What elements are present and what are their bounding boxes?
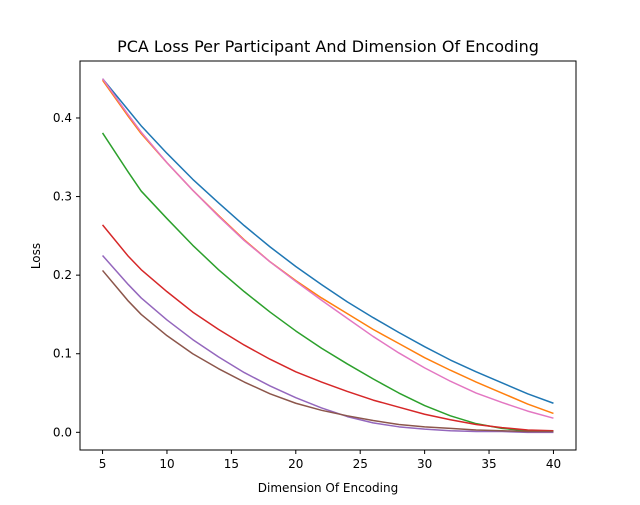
series-line-7 (101, 78, 554, 419)
x-tick-label: 25 (353, 457, 368, 471)
series-line-4 (101, 224, 554, 432)
y-tick-label: 0.0 (53, 425, 72, 439)
series-line-6 (101, 269, 554, 433)
x-axis: 5 10 15 20 25 30 35 40 (99, 450, 561, 471)
y-tick-label: 0.1 (53, 347, 72, 361)
series-line-3 (101, 132, 554, 433)
x-tick-label: 10 (159, 457, 174, 471)
x-tick-label: 20 (288, 457, 303, 471)
y-axis: 0.0 0.1 0.2 0.3 0.4 (53, 111, 80, 439)
x-tick-label: 35 (481, 457, 496, 471)
series-group (101, 78, 554, 434)
chart-title: PCA Loss Per Participant And Dimension O… (117, 37, 539, 56)
y-tick-label: 0.4 (53, 111, 72, 125)
y-tick-label: 0.3 (53, 190, 72, 204)
plot-frame (79, 60, 577, 451)
x-tick-label: 15 (224, 457, 239, 471)
x-axis-label: Dimension Of Encoding (258, 481, 398, 495)
x-tick-label: 5 (99, 457, 107, 471)
x-tick-label: 30 (417, 457, 432, 471)
y-axis-label: Loss (29, 243, 43, 269)
y-tick-label: 0.2 (53, 268, 72, 282)
series-line-5 (101, 255, 554, 434)
series-line-1 (101, 78, 554, 404)
x-tick-label: 40 (546, 457, 561, 471)
